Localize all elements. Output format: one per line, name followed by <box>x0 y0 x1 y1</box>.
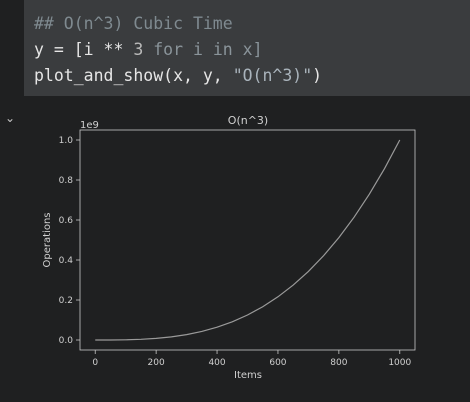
x-tick-label: 600 <box>269 358 286 368</box>
output-chart: O(n^3) 1e9 0 200 400 600 800 1000 0.0 0.2 0.4 0.… <box>0 96 470 402</box>
y-tick-label: 0.4 <box>59 256 74 266</box>
chart-title: O(n^3) <box>228 114 268 127</box>
code-token-number: 3 <box>123 40 144 59</box>
series-line <box>95 139 401 341</box>
code-token-string: "O(n^3)" <box>232 66 313 85</box>
y-tick-label: 1.0 <box>59 136 74 146</box>
code-cell[interactable]: ## O(n^3) Cubic Time y = [i ** 3 for i i… <box>24 0 470 96</box>
plot-area <box>79 129 416 351</box>
y-axis-label: Operations <box>42 213 53 268</box>
x-tick-label: 0 <box>92 358 98 368</box>
y-tick-label: 0.0 <box>59 336 74 346</box>
x-tick-label: 800 <box>330 358 347 368</box>
y-tick-label: 0.8 <box>59 176 74 186</box>
x-axis-label: Items <box>234 370 262 381</box>
code-token-prefix: y = [i <box>34 40 104 59</box>
chart-svg: O(n^3) 1e9 0 200 400 600 800 1000 0.00.20.40.… <box>42 114 416 381</box>
code-token-close-paren: ) <box>312 66 323 85</box>
y-tick-label: 0.6 <box>59 216 74 226</box>
code-line-list-comprehension: y = [i ** 3 for i in x] <box>34 37 263 63</box>
x-axis-ticks: 0 200 400 600 800 1000 <box>92 350 411 368</box>
code-comment-line: ## O(n^3) Cubic Time <box>34 14 233 33</box>
x-tick-label: 1000 <box>388 358 411 368</box>
chevron-down-icon[interactable]: ⌄ <box>5 111 16 125</box>
code-token-operator: ** <box>103 40 124 59</box>
x-tick-label: 200 <box>148 358 165 368</box>
code-line-plot-call: plot_and_show(x, y, "O(n^3)") <box>34 63 322 89</box>
code-token-call: plot_and_show(x, y, <box>34 66 233 85</box>
x-tick-label: 400 <box>208 358 225 368</box>
y-axis-ticks: 0.0 0.2 0.4 0.6 0.8 1.0 <box>59 136 80 346</box>
y-tick-label: 0.2 <box>59 296 73 306</box>
y-offset-label: 1e9 <box>80 120 99 131</box>
code-token-for: for i in x] <box>143 40 263 59</box>
